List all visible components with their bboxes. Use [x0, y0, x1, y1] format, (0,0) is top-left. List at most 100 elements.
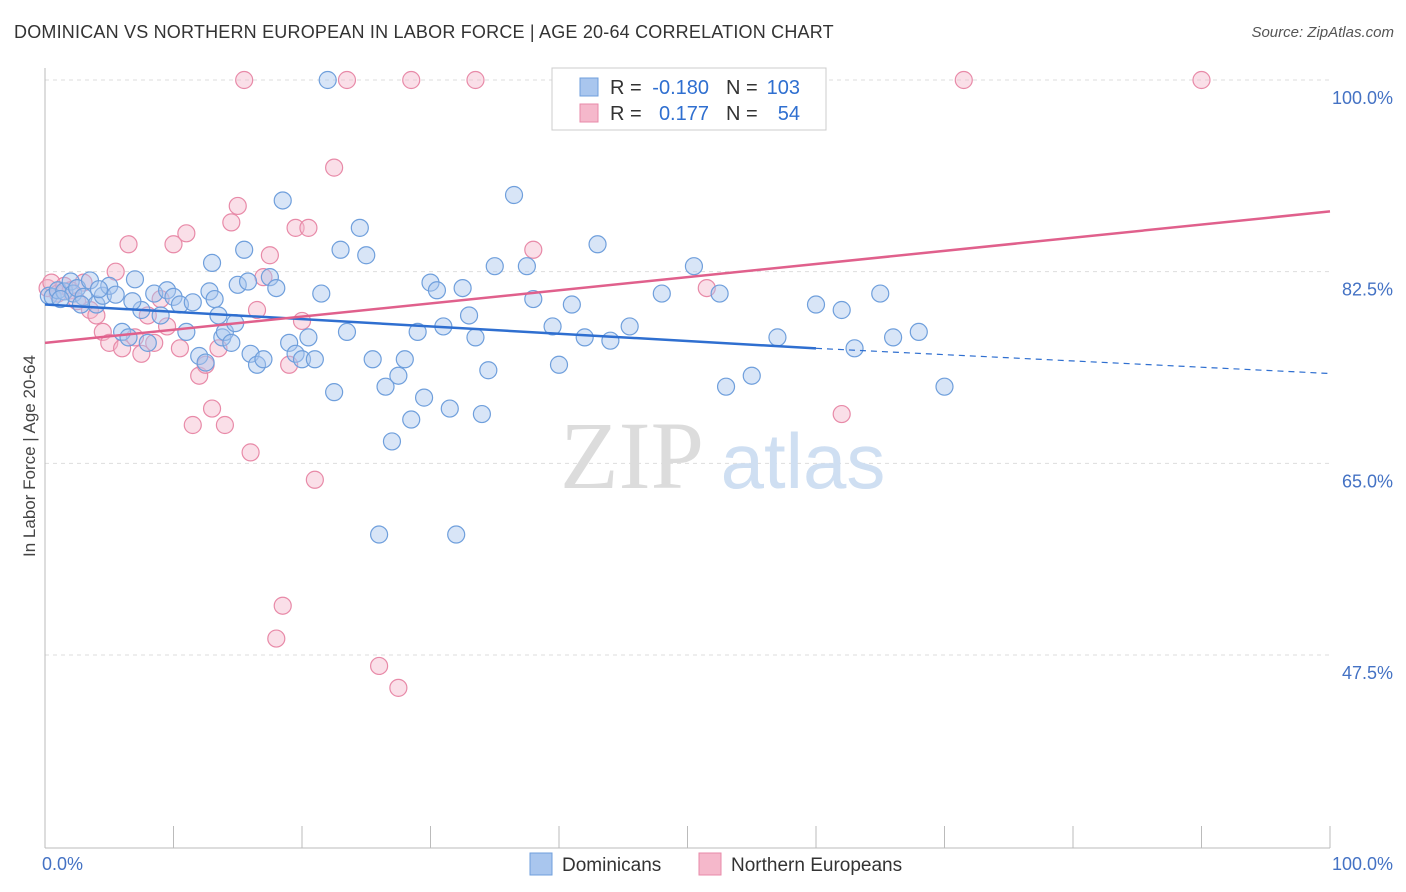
dominican-point [196, 353, 215, 372]
legend-n-label-2: N = [726, 103, 758, 125]
dominican-point [414, 388, 434, 407]
legend-r-value-1: -0.180 [652, 77, 709, 99]
dominican-point [51, 289, 70, 309]
dominican-point [459, 306, 479, 325]
dominican-point [318, 70, 337, 90]
data-points [38, 70, 1211, 697]
northern-european-trend-line [44, 210, 1331, 345]
northern-european-point [202, 399, 222, 418]
legend-n-value-2: 54 [778, 103, 800, 125]
dominican-point [883, 328, 903, 347]
dominican-point [575, 328, 594, 347]
dominican-point [260, 268, 279, 287]
dominican-point [684, 257, 704, 276]
dominican-point [440, 399, 459, 418]
northern-european-point [370, 656, 389, 676]
dominican-point [125, 270, 145, 289]
northern-european-point [299, 218, 318, 237]
dominican-point [427, 281, 447, 300]
dominican-point [382, 432, 402, 451]
x-tick-label-min: 0.0% [42, 854, 83, 874]
legend-r-label-1: R = [610, 77, 642, 99]
northern-european-point [273, 596, 292, 615]
dominican-point [588, 235, 607, 254]
dominican-point [524, 289, 543, 309]
northern-european-point [183, 415, 202, 435]
dominican-point [299, 328, 318, 347]
dominican-point [123, 292, 142, 311]
northern-european-point [177, 224, 196, 243]
northern-european-point [832, 404, 851, 424]
watermark-atlas: atlas [721, 417, 886, 505]
dominican-point [350, 218, 369, 237]
dominican-point [395, 350, 414, 369]
legend-r-value-2: 0.177 [659, 103, 709, 125]
northern-european-point [402, 70, 421, 90]
dominican-point [504, 185, 524, 205]
dominican-point [106, 285, 125, 304]
dominican-point [549, 355, 569, 374]
dominican-point [652, 284, 671, 303]
bottom-legend: Dominicans Northern Europeans [529, 852, 902, 876]
dominican-point [562, 295, 581, 314]
chart-title: DOMINICAN VS NORTHERN EUROPEAN IN LABOR … [14, 22, 834, 42]
dominican-point [402, 410, 421, 429]
dominican-point [202, 253, 222, 273]
northern-european-point [524, 240, 543, 259]
northern-european-point [222, 213, 241, 232]
dominican-point [485, 257, 504, 276]
dominican-point [183, 293, 202, 312]
dominican-point [177, 322, 196, 342]
dominican-point [190, 346, 209, 366]
dominican-point [305, 350, 324, 369]
legend-r-label-2: R = [610, 103, 642, 125]
dominican-point [935, 377, 954, 396]
northern-european-point [325, 158, 344, 177]
dominican-point [157, 281, 177, 300]
dominican-point [543, 317, 562, 336]
bottom-legend-swatch-dominicans [529, 852, 553, 876]
northern-european-point [228, 196, 247, 216]
grid-lines [45, 79, 1330, 656]
northern-european-point [466, 70, 485, 90]
dominican-point [205, 289, 224, 309]
dominican-point [517, 257, 536, 276]
dominican-point [832, 300, 851, 320]
northern-european-point [267, 629, 286, 648]
top-legend: R = -0.180 N = 103 R = 0.177 N = 54 [551, 67, 827, 131]
northern-european-point [286, 218, 305, 237]
dominican-point [325, 383, 344, 402]
dominican-point [363, 350, 382, 369]
northern-european-point [119, 235, 138, 254]
northern-european-point [260, 246, 279, 265]
legend-n-value-1: 103 [767, 77, 800, 99]
legend-n-label-1: N = [726, 77, 758, 99]
northern-european-point [164, 235, 183, 254]
dominican-point [280, 333, 299, 352]
northern-european-point [132, 344, 151, 363]
northern-european-point [247, 300, 267, 320]
dominican-point [871, 284, 890, 303]
dominican-point [768, 328, 787, 347]
dominican-point [909, 322, 928, 342]
northern-european-point [170, 339, 190, 358]
dominican-point [806, 295, 826, 314]
trend-lines [44, 210, 1331, 375]
tick-labels: 100.0% 82.5% 65.0% 47.5% 0.0% 100.0% [42, 88, 1393, 874]
dominican-point [472, 404, 491, 424]
dominican-point [376, 377, 395, 396]
dominican-point [357, 246, 376, 265]
dominican-point [235, 240, 254, 259]
northern-european-point [215, 415, 234, 435]
dominican-point [273, 191, 292, 210]
dominican-point [119, 328, 138, 347]
dominican-point [466, 328, 485, 347]
dominican-point [710, 284, 729, 303]
y-tick-label: 47.5% [1342, 663, 1393, 683]
dominican-point [222, 333, 241, 352]
y-axis-label: In Labor Force | Age 20-64 [20, 355, 39, 557]
dominican-point [447, 525, 466, 544]
bottom-legend-label-dominicans: Dominicans [562, 855, 661, 876]
watermark: ZIP atlas [560, 402, 885, 509]
